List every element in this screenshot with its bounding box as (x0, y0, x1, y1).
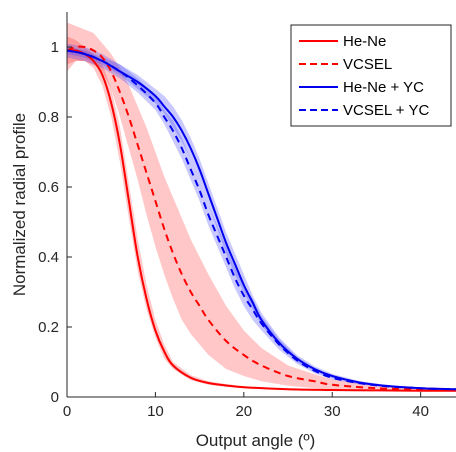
x-tick-label: 0 (63, 403, 71, 420)
y-tick-label: 1 (51, 39, 59, 56)
series-line-1 (67, 45, 456, 391)
data-layer (67, 22, 456, 392)
legend-entry: He-Ne (343, 33, 386, 50)
y-tick-label: 0.6 (38, 179, 59, 196)
y-tick-label: 0 (51, 389, 59, 406)
legend-entry: VCSEL + YC (343, 102, 429, 119)
y-tick-label: 0.4 (38, 249, 59, 266)
x-axis-label: Output angle (º) (196, 431, 316, 450)
x-tick-label: 10 (147, 403, 164, 420)
legend-entry: He-Ne + YC (343, 79, 424, 96)
series-band-1 (67, 22, 456, 392)
legend-entry: VCSEL (343, 56, 392, 73)
legend: He-Ne VCSEL He-Ne + YC VCSEL + YC (290, 24, 452, 127)
x-tick-label: 40 (412, 403, 429, 420)
x-tick-label: 30 (324, 403, 341, 420)
plot-area: 0 10 20 30 40 0 0.2 0.4 0.6 0.8 1 Output angle (º) N… (10, 12, 456, 450)
x-tick-label: 20 (235, 403, 252, 420)
y-tick-label: 0.2 (38, 319, 59, 336)
y-tick-label: 0.8 (38, 109, 59, 126)
series-line-0 (67, 49, 456, 392)
series-line-2 (67, 49, 456, 391)
y-axis-label: Normalized radial profile (10, 113, 29, 296)
